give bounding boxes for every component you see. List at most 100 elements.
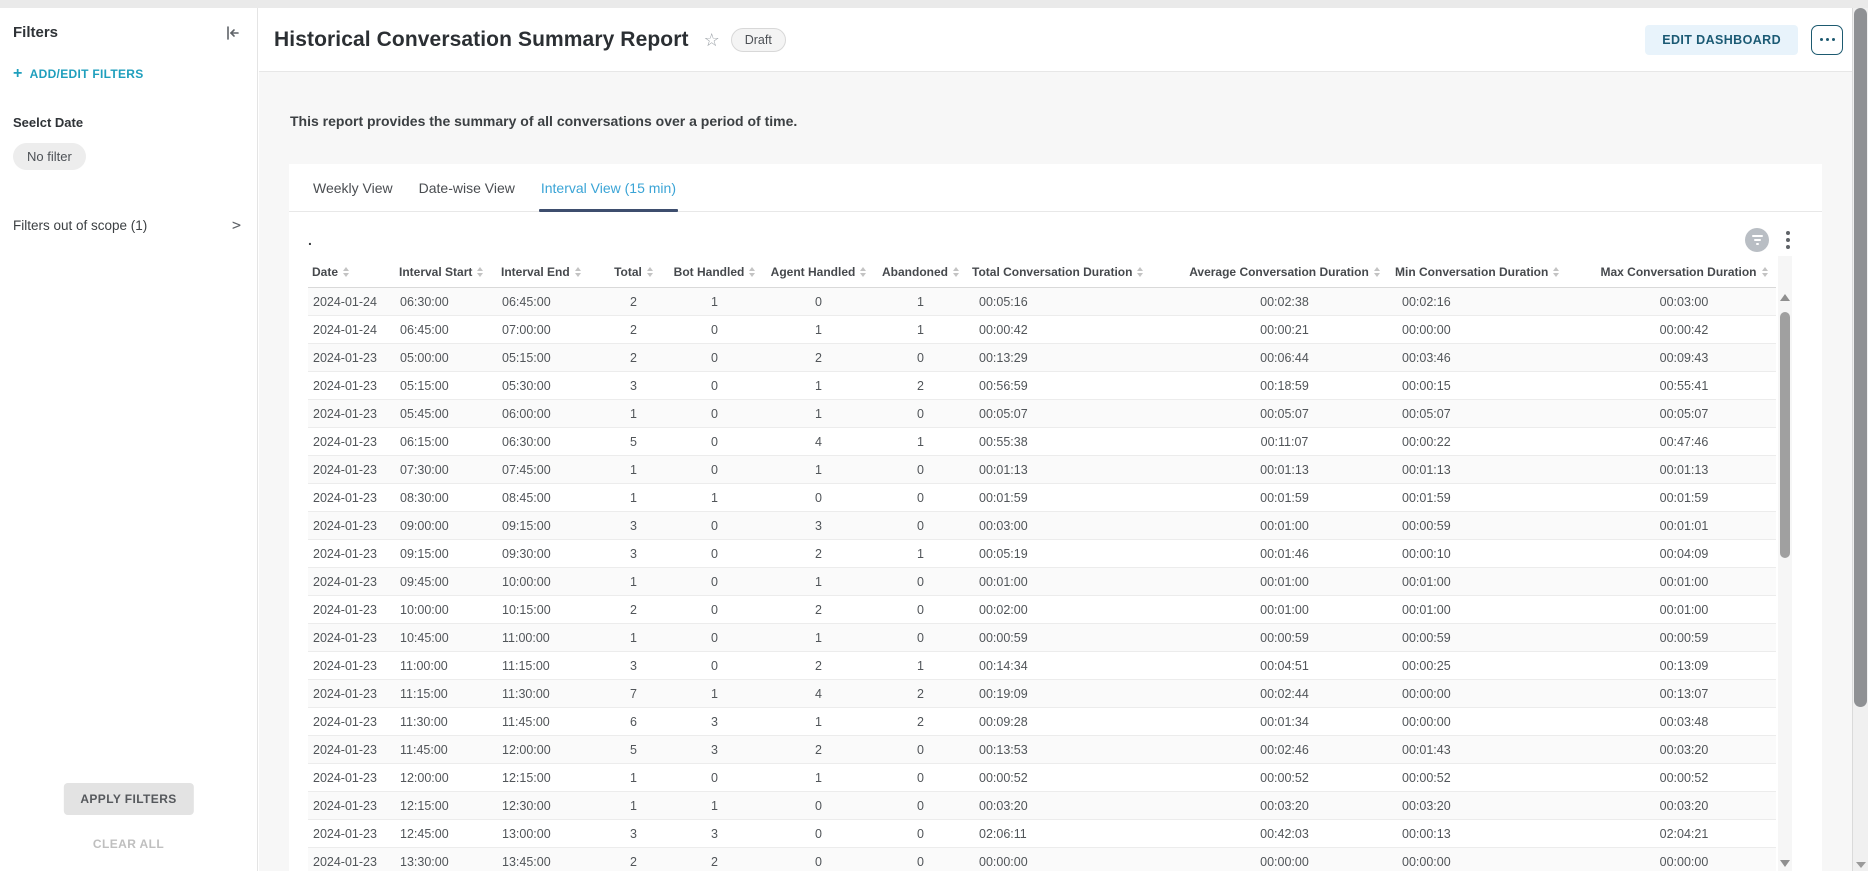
table-row[interactable]: 2024-01-2309:15:0009:30:00302100:05:1900… bbox=[308, 540, 1776, 568]
table-cell: 0 bbox=[873, 484, 968, 511]
sort-icon[interactable] bbox=[860, 267, 866, 277]
table-row[interactable]: 2024-01-2406:45:0007:00:00201100:00:4200… bbox=[308, 316, 1776, 344]
collapse-sidebar-button[interactable] bbox=[224, 25, 241, 41]
table-row[interactable]: 2024-01-2309:45:0010:00:00101000:01:0000… bbox=[308, 568, 1776, 596]
table-cell: 2024-01-23 bbox=[308, 400, 395, 427]
table-cell: 06:45:00 bbox=[395, 316, 497, 343]
table-row[interactable]: 2024-01-2311:30:0011:45:00631200:09:2800… bbox=[308, 708, 1776, 736]
apply-filters-button[interactable]: APPLY FILTERS bbox=[63, 783, 193, 815]
table-cell: 11:15:00 bbox=[497, 652, 602, 679]
page-scrollbar[interactable] bbox=[1852, 8, 1868, 871]
column-header[interactable]: Max Conversation Duration bbox=[1596, 256, 1772, 287]
table-cell: 00:00:00 bbox=[1391, 708, 1596, 735]
column-header[interactable]: Date bbox=[308, 256, 395, 287]
table-cell: 2024-01-23 bbox=[308, 456, 395, 483]
kebab-menu-icon[interactable] bbox=[1784, 229, 1792, 251]
clear-all-button[interactable]: CLEAR ALL bbox=[93, 837, 164, 851]
table-cell: 2024-01-23 bbox=[308, 764, 395, 791]
table-row[interactable]: 2024-01-2312:15:0012:30:00110000:03:2000… bbox=[308, 792, 1776, 820]
page-scroll-down-icon[interactable] bbox=[1856, 862, 1866, 868]
more-options-button[interactable] bbox=[1811, 25, 1843, 55]
table-row[interactable]: 2024-01-2306:15:0006:30:00504100:55:3800… bbox=[308, 428, 1776, 456]
column-header[interactable]: Total Conversation Duration bbox=[968, 256, 1178, 287]
table-row[interactable]: 2024-01-2309:00:0009:15:00303000:03:0000… bbox=[308, 512, 1776, 540]
table-row[interactable]: 2024-01-2305:00:0005:15:00202000:13:2900… bbox=[308, 344, 1776, 372]
sort-icon[interactable] bbox=[477, 267, 483, 277]
table-row[interactable]: 2024-01-2310:45:0011:00:00101000:00:5900… bbox=[308, 624, 1776, 652]
table-scrollbar[interactable] bbox=[1778, 256, 1792, 871]
table-cell: 00:01:00 bbox=[1391, 596, 1596, 623]
sort-icon[interactable] bbox=[343, 267, 349, 277]
filters-out-of-scope-row[interactable]: Filters out of scope (1) > bbox=[13, 216, 241, 234]
table-cell: 0 bbox=[665, 456, 764, 483]
table-cell: 00:00:42 bbox=[968, 316, 1178, 343]
table-cell: 00:01:01 bbox=[1596, 512, 1772, 539]
table-row[interactable]: 2024-01-2307:30:0007:45:00101000:01:1300… bbox=[308, 456, 1776, 484]
filter-chip-no-filter[interactable]: No filter bbox=[13, 143, 86, 170]
tab-weekly-view[interactable]: Weekly View bbox=[313, 164, 393, 211]
table-cell: 11:30:00 bbox=[395, 708, 497, 735]
table-cell: 0 bbox=[665, 596, 764, 623]
table-cell: 12:15:00 bbox=[395, 792, 497, 819]
table-cell: 00:01:00 bbox=[1178, 512, 1391, 539]
sort-icon[interactable] bbox=[1553, 267, 1559, 277]
add-edit-filters-button[interactable]: + ADD/EDIT FILTERS bbox=[13, 67, 241, 81]
table-cell: 06:45:00 bbox=[497, 288, 602, 315]
sort-icon[interactable] bbox=[1762, 267, 1768, 277]
table-cell: 2024-01-23 bbox=[308, 568, 395, 595]
column-header[interactable]: Agent Handled bbox=[764, 256, 873, 287]
column-header[interactable]: Abandoned bbox=[873, 256, 968, 287]
table-cell: 00:03:46 bbox=[1391, 344, 1596, 371]
column-header[interactable]: Average Conversation Duration bbox=[1178, 256, 1391, 287]
sort-icon[interactable] bbox=[1374, 267, 1380, 277]
table-row[interactable]: 2024-01-2313:30:0013:45:00220000:00:0000… bbox=[308, 848, 1776, 871]
table-cell: 3 bbox=[602, 512, 665, 539]
scroll-up-icon[interactable] bbox=[1780, 294, 1790, 301]
table-cell: 00:13:07 bbox=[1596, 680, 1772, 707]
column-header[interactable]: Min Conversation Duration bbox=[1391, 256, 1596, 287]
edit-dashboard-button[interactable]: EDIT DASHBOARD bbox=[1645, 25, 1798, 55]
window-top-strip bbox=[0, 0, 1868, 8]
column-header[interactable]: Interval Start bbox=[395, 256, 497, 287]
page-scrollbar-thumb[interactable] bbox=[1854, 8, 1867, 707]
favorite-star-icon[interactable]: ☆ bbox=[704, 31, 720, 49]
table-cell: 7 bbox=[602, 680, 665, 707]
column-header[interactable]: Interval End bbox=[497, 256, 602, 287]
table-row[interactable]: 2024-01-2305:15:0005:30:00301200:56:5900… bbox=[308, 372, 1776, 400]
table-row[interactable]: 2024-01-2310:00:0010:15:00202000:02:0000… bbox=[308, 596, 1776, 624]
sort-icon[interactable] bbox=[1137, 267, 1143, 277]
table-filter-icon[interactable] bbox=[1745, 228, 1769, 252]
table-row[interactable]: 2024-01-2305:45:0006:00:00101000:05:0700… bbox=[308, 400, 1776, 428]
table-cell: 1 bbox=[602, 624, 665, 651]
sort-icon[interactable] bbox=[749, 267, 755, 277]
table-row[interactable]: 2024-01-2312:00:0012:15:00101000:00:5200… bbox=[308, 764, 1776, 792]
table-cell: 00:06:44 bbox=[1178, 344, 1391, 371]
table-cell: 06:00:00 bbox=[497, 400, 602, 427]
table-cell: 2024-01-23 bbox=[308, 512, 395, 539]
table-cell: 2024-01-23 bbox=[308, 792, 395, 819]
sidebar-title: Filters bbox=[13, 24, 58, 41]
tab-interval-view-15-min[interactable]: Interval View (15 min) bbox=[541, 164, 676, 211]
table-row[interactable]: 2024-01-2311:00:0011:15:00302100:14:3400… bbox=[308, 652, 1776, 680]
sort-icon[interactable] bbox=[647, 267, 653, 277]
report-card: Weekly View Date-wise View Interval View (… bbox=[289, 164, 1822, 871]
table-scrollbar-thumb[interactable] bbox=[1780, 312, 1790, 558]
table-cell: 00:11:07 bbox=[1178, 428, 1391, 455]
table-cell: 13:30:00 bbox=[395, 848, 497, 871]
scroll-down-icon[interactable] bbox=[1780, 860, 1790, 867]
tab-date-wise-view[interactable]: Date-wise View bbox=[419, 164, 515, 211]
table-row[interactable]: 2024-01-2312:45:0013:00:00330002:06:1100… bbox=[308, 820, 1776, 848]
table-cell: 00:00:10 bbox=[1391, 540, 1596, 567]
sort-icon[interactable] bbox=[953, 267, 959, 277]
table-cell: 00:01:00 bbox=[1178, 568, 1391, 595]
table-cell: 1 bbox=[602, 792, 665, 819]
sort-icon[interactable] bbox=[575, 267, 581, 277]
table-row[interactable]: 2024-01-2406:30:0006:45:00210100:05:1600… bbox=[308, 288, 1776, 316]
table-row[interactable]: 2024-01-2311:15:0011:30:00714200:19:0900… bbox=[308, 680, 1776, 708]
column-header[interactable]: Total bbox=[602, 256, 665, 287]
table-cell: 2024-01-23 bbox=[308, 344, 395, 371]
column-header[interactable]: Bot Handled bbox=[665, 256, 764, 287]
column-header-label: Interval Start bbox=[399, 265, 472, 279]
table-row[interactable]: 2024-01-2311:45:0012:00:00532000:13:5300… bbox=[308, 736, 1776, 764]
table-row[interactable]: 2024-01-2308:30:0008:45:00110000:01:5900… bbox=[308, 484, 1776, 512]
